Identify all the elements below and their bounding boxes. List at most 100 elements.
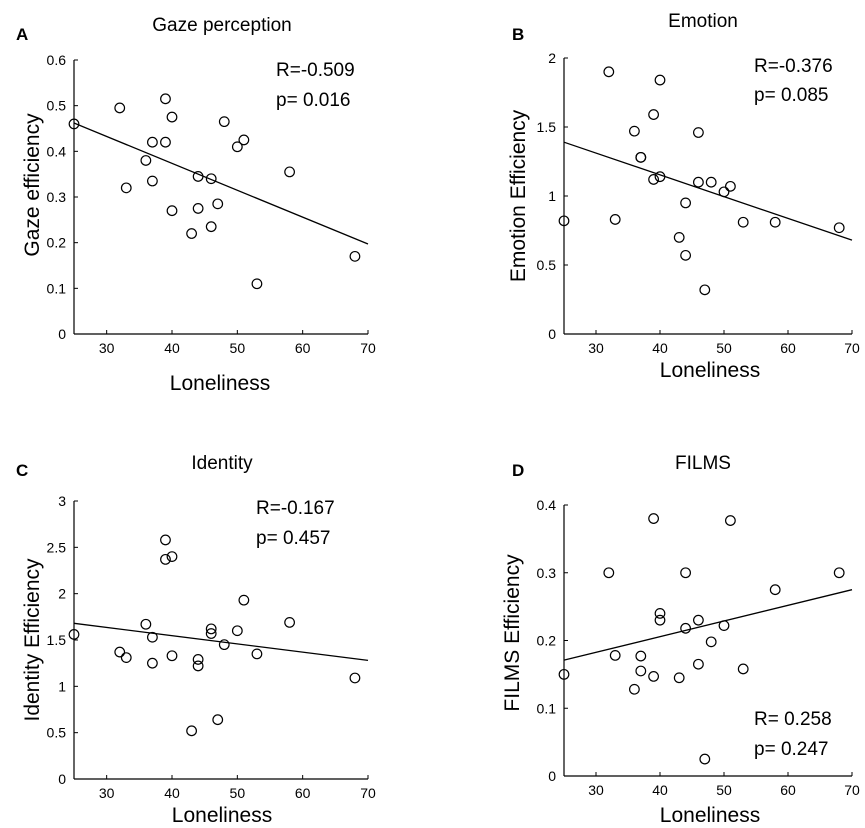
data-point-c xyxy=(349,672,361,684)
data-point-a xyxy=(192,203,204,214)
x-tick-label-d: 50 xyxy=(716,782,732,798)
stat-p-b: p= 0.085 xyxy=(754,85,829,106)
data-point-a xyxy=(114,102,126,114)
data-point-a xyxy=(166,111,178,123)
plot-area-b: 30 40 50 60 70 0 0.5 1 1.5 2 xyxy=(537,50,860,356)
y-tick-label-a: 0.4 xyxy=(47,143,67,159)
chart-title-c: Identity xyxy=(191,453,253,474)
data-point-b xyxy=(648,109,659,120)
panel-d: D FILMS FILMS Efficiency Loneliness R= 0… xyxy=(501,453,860,827)
data-point-c xyxy=(205,623,217,635)
data-point-a xyxy=(284,166,296,178)
y-tick-label-a: 0.6 xyxy=(47,52,67,68)
x-tick-label-a: 70 xyxy=(360,340,376,356)
y-tick-label-c: 3 xyxy=(58,493,66,509)
data-point-b xyxy=(737,216,749,228)
data-point-a xyxy=(212,198,224,210)
data-point-c xyxy=(192,654,204,665)
data-point-c xyxy=(146,631,158,643)
data-point-c xyxy=(218,639,230,651)
stat-r-b: R=-0.376 xyxy=(754,56,833,77)
data-point-a xyxy=(205,221,217,233)
panel-letter-d: D xyxy=(512,461,524,480)
y-tick-label-b: 1.5 xyxy=(537,119,557,135)
plot-area-a: 30 40 50 60 70 0 0.1 0.2 0.3 0.4 0.5 0.6 xyxy=(47,52,376,356)
data-point-c xyxy=(238,594,250,606)
data-point-b xyxy=(654,74,666,86)
x-axis-label-d: Loneliness xyxy=(660,804,760,827)
y-tick-label-c: 2.5 xyxy=(47,539,67,555)
stat-p-a: p= 0.016 xyxy=(276,90,351,111)
data-point-b xyxy=(609,214,621,225)
y-tick-label-d: 0 xyxy=(548,768,556,784)
data-point-d xyxy=(629,683,640,695)
x-axis-label-b: Loneliness xyxy=(660,359,760,382)
data-point-a xyxy=(251,278,263,290)
y-tick-label-d: 0.3 xyxy=(537,565,557,581)
data-point-d xyxy=(558,668,570,680)
y-tick-label-c: 0 xyxy=(58,771,66,787)
data-point-d xyxy=(737,663,749,675)
data-point-d xyxy=(635,650,647,662)
data-point-b xyxy=(680,197,691,209)
y-axis-label-d: FILMS Efficiency xyxy=(501,554,524,712)
y-tick-label-a: 0.1 xyxy=(47,280,67,296)
y-tick-label-b: 1 xyxy=(548,188,556,204)
y-tick-label-b: 0 xyxy=(548,326,556,342)
panel-c: C Identity Identity Efficiency Lonelines… xyxy=(16,453,376,827)
y-tick-label-d: 0.4 xyxy=(537,497,557,513)
data-point-d xyxy=(673,672,685,684)
data-point-c xyxy=(205,628,217,639)
data-point-c xyxy=(212,714,224,726)
data-point-b xyxy=(769,216,781,228)
data-point-b xyxy=(635,151,647,163)
x-tick-label-d: 70 xyxy=(844,782,860,798)
data-point-c xyxy=(114,646,126,658)
data-point-b xyxy=(648,174,659,185)
x-axis-label-c: Loneliness xyxy=(172,804,272,827)
data-point-b xyxy=(603,66,615,78)
data-point-c xyxy=(231,625,243,637)
x-tick-label-a: 30 xyxy=(99,340,115,356)
data-point-d xyxy=(654,614,666,626)
chart-title-b: Emotion xyxy=(668,11,738,32)
plot-area-c: 30 40 50 60 70 0 0.5 1 1.5 2 2.5 3 xyxy=(47,493,376,801)
y-tick-label-a: 0.5 xyxy=(47,98,67,114)
data-point-b xyxy=(673,231,685,243)
data-point-b xyxy=(693,127,704,138)
y-tick-label-b: 2 xyxy=(548,50,556,66)
x-tick-label-a: 50 xyxy=(230,340,246,356)
data-point-c xyxy=(68,629,80,640)
x-tick-label-c: 40 xyxy=(164,785,180,801)
y-tick-label-c: 0.5 xyxy=(47,725,67,741)
data-point-c xyxy=(160,534,171,546)
data-point-b xyxy=(558,215,570,227)
data-point-a xyxy=(192,171,204,182)
data-point-c xyxy=(284,616,296,628)
data-point-a xyxy=(160,93,171,105)
y-tick-label-c: 1.5 xyxy=(47,632,67,648)
data-point-c xyxy=(146,657,158,669)
data-point-b xyxy=(699,284,711,296)
data-point-d xyxy=(693,658,704,670)
panel-letter-b: B xyxy=(512,25,524,44)
x-tick-label-b: 60 xyxy=(780,340,796,356)
x-tick-label-b: 30 xyxy=(588,340,604,356)
data-point-a xyxy=(231,141,243,153)
y-tick-label-c: 2 xyxy=(58,586,66,602)
y-tick-label-d: 0.2 xyxy=(537,633,557,649)
data-point-d xyxy=(603,567,615,579)
chart-title-d: FILMS xyxy=(675,453,731,474)
x-tick-label-a: 40 xyxy=(164,340,180,356)
x-tick-label-b: 50 xyxy=(716,340,732,356)
data-point-c xyxy=(186,725,198,737)
data-point-c xyxy=(166,650,178,662)
data-point-b xyxy=(693,176,704,188)
data-point-a xyxy=(238,134,250,146)
data-point-a xyxy=(140,155,152,166)
x-tick-label-c: 70 xyxy=(360,785,376,801)
y-tick-label-b: 0.5 xyxy=(537,257,557,273)
data-point-d xyxy=(833,567,845,579)
data-point-d xyxy=(725,515,736,526)
x-tick-label-c: 30 xyxy=(99,785,115,801)
